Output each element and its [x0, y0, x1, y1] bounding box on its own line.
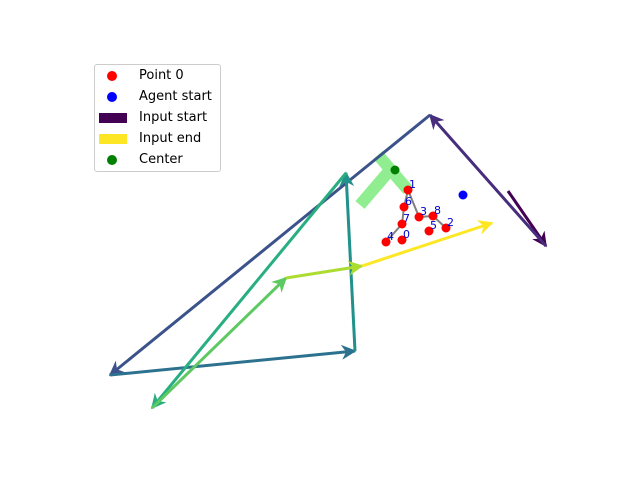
point-label: 1 — [409, 178, 416, 191]
input-arrow-8 — [361, 220, 494, 268]
input-arrows — [108, 113, 548, 410]
input-arrow-6 — [150, 276, 288, 410]
point-marker — [397, 219, 407, 229]
input-arrow-4 — [339, 171, 357, 352]
legend-item-agent-start: Agent start — [95, 88, 222, 106]
point-marker — [397, 235, 407, 245]
yellow-swatch-icon — [99, 134, 127, 144]
point-label: 7 — [403, 212, 410, 225]
legend-label: Input end — [139, 131, 202, 146]
legend-item-point0: Point 0 — [95, 67, 222, 85]
red-dot-icon — [107, 71, 117, 81]
input-arrow-5 — [150, 172, 348, 410]
point-label: 0 — [403, 228, 410, 241]
point-label: 3 — [420, 205, 427, 218]
purple-swatch-icon — [99, 113, 127, 123]
legend-label: Center — [139, 152, 183, 167]
point-marker — [424, 226, 434, 236]
point-marker — [403, 185, 413, 195]
legend-label: Point 0 — [139, 68, 184, 83]
point-marker — [428, 211, 438, 221]
connector-line — [407, 189, 420, 218]
point-label: 4 — [387, 230, 394, 243]
points: 0 1 2 3 4 5 6 7 8 — [381, 165, 468, 247]
legend: Point 0 Agent start Input start Input en… — [94, 64, 221, 172]
point-marker — [381, 237, 391, 247]
input-arrow-2 — [108, 113, 431, 377]
legend-label: Input start — [139, 110, 208, 125]
point-label: 6 — [405, 195, 412, 208]
green-dot-icon — [107, 155, 117, 165]
center-marker — [390, 165, 400, 175]
point-marker — [441, 223, 451, 233]
center-cross-marker — [355, 151, 413, 209]
input-arrow-7 — [285, 260, 364, 280]
agent-start-marker — [458, 190, 468, 200]
blue-dot-icon — [107, 92, 117, 102]
point-marker — [399, 202, 409, 212]
legend-item-input-end: Input end — [95, 130, 222, 148]
point-label: 2 — [447, 216, 454, 229]
point-label: 8 — [434, 204, 441, 217]
point-label: 5 — [430, 219, 437, 232]
point-marker — [414, 212, 424, 222]
input-arrow-1 — [428, 113, 548, 247]
legend-label: Agent start — [139, 89, 212, 104]
input-arrow-3 — [109, 344, 357, 377]
legend-item-input-start: Input start — [95, 109, 222, 127]
legend-item-center: Center — [95, 151, 222, 169]
